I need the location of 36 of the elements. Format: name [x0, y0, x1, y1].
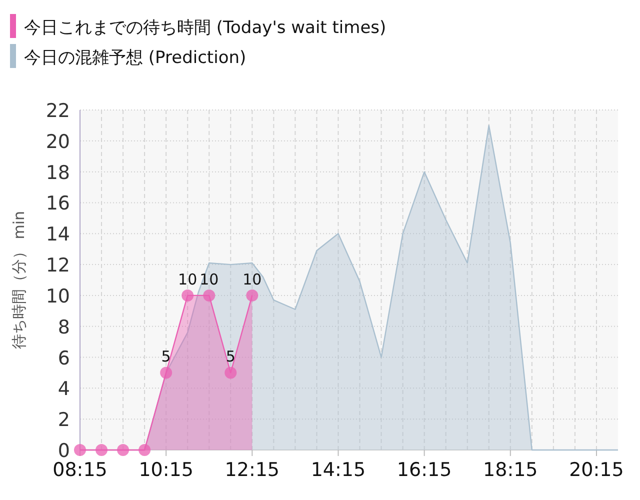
x-tick-label: 20:15	[569, 459, 624, 481]
y-tick-label: 10	[46, 285, 70, 308]
y-tick-label: 12	[46, 254, 70, 277]
x-tick-label: 12:15	[224, 459, 280, 481]
data-label: 10	[242, 270, 262, 288]
legend-label: 今日の混雑予想 (Prediction)	[24, 48, 246, 68]
y-tick-label: 20	[46, 130, 70, 153]
y-tick-label: 22	[46, 100, 70, 122]
y-tick-label: 8	[58, 316, 70, 338]
point	[160, 366, 172, 379]
x-tick-label: 14:15	[310, 459, 366, 481]
x-tick-label: 08:15	[52, 459, 108, 481]
x-tick-label: 16:15	[396, 459, 452, 481]
point	[224, 366, 237, 379]
point	[182, 289, 194, 302]
data-label: 10	[200, 270, 219, 288]
y-tick-label: 4	[58, 378, 70, 400]
legend-label: 今日これまでの待ち時間 (Today's wait times)	[24, 18, 386, 38]
data-label: 5	[226, 348, 236, 366]
x-tick-label: 10:15	[138, 459, 194, 481]
y-tick-label: 16	[46, 192, 70, 215]
y-tick-label: 6	[58, 347, 70, 370]
y-axis-title: 待ち時間（分） min	[10, 210, 28, 350]
point	[246, 289, 258, 302]
data-label: 5	[161, 348, 171, 366]
data-label: 10	[178, 270, 198, 288]
point	[117, 444, 130, 456]
point	[74, 444, 86, 456]
point	[138, 444, 151, 456]
y-tick-label: 18	[46, 162, 70, 184]
y-tick-label: 14	[46, 224, 70, 246]
y-tick-label: 0	[58, 440, 70, 462]
point	[203, 289, 216, 302]
x-tick-label: 18:15	[483, 459, 538, 481]
y-tick-label: 2	[58, 409, 70, 432]
point	[96, 444, 108, 456]
